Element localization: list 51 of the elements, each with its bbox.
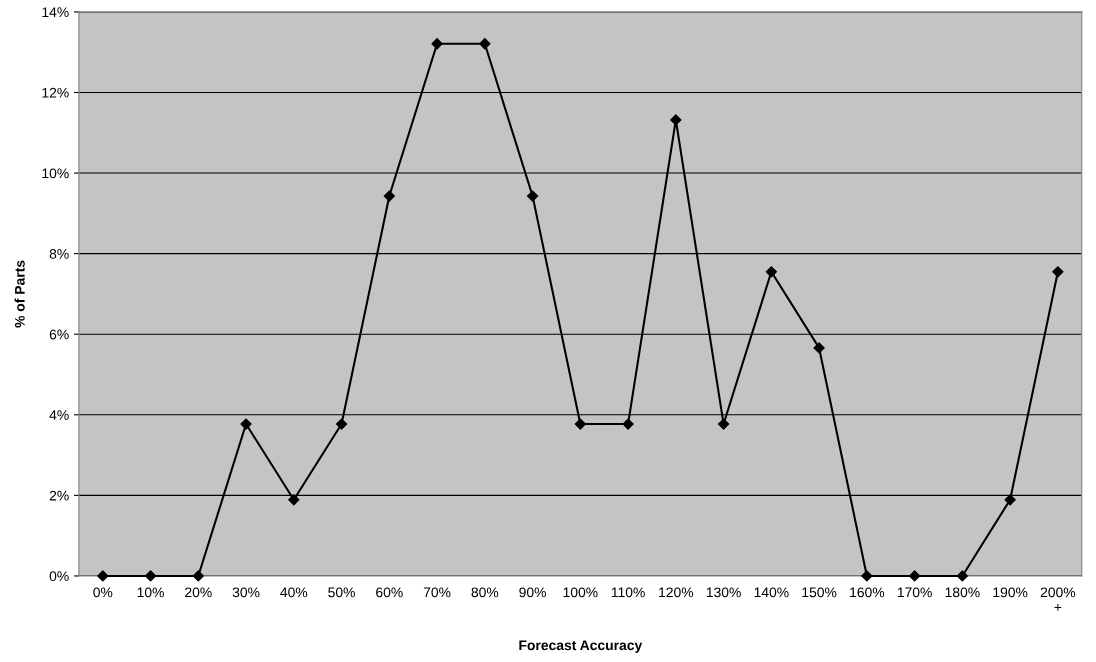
x-tick-label: 80% xyxy=(471,587,499,598)
point xyxy=(765,266,777,278)
x-tick-label: 130% xyxy=(706,587,741,598)
x-tick-label: 110% xyxy=(611,587,645,598)
y-tick-label: 4% xyxy=(49,410,69,420)
point xyxy=(813,342,825,354)
y-axis-title: % of Parts xyxy=(14,260,25,328)
x-tick-label: 20% xyxy=(185,587,212,598)
point xyxy=(717,418,730,430)
point xyxy=(1052,266,1064,278)
point xyxy=(956,570,968,582)
point xyxy=(861,570,873,582)
x-tick-label: 140% xyxy=(754,587,789,598)
point xyxy=(909,570,921,582)
x-tick-label: 120% xyxy=(659,587,694,598)
point xyxy=(335,418,348,430)
y-tick-label: 0% xyxy=(49,571,69,582)
y-tick-label: 6% xyxy=(49,329,69,340)
point xyxy=(526,190,539,202)
x-tick-label: 170% xyxy=(897,587,932,598)
point xyxy=(670,114,682,126)
point xyxy=(574,418,586,430)
y-tick-label: 2% xyxy=(49,490,69,501)
point xyxy=(383,190,395,202)
point xyxy=(431,38,443,50)
x-tick-label: 10% xyxy=(137,587,164,598)
point xyxy=(1004,494,1016,506)
x-axis-title: Forecast Accuracy xyxy=(519,640,643,653)
x-tick-label: 30% xyxy=(232,587,260,598)
x-tick-label: 0% xyxy=(93,587,113,598)
point xyxy=(622,418,634,430)
y-tick-label: 14% xyxy=(42,7,69,18)
x-tick-label: 40% xyxy=(280,587,308,598)
point xyxy=(192,570,204,582)
point xyxy=(288,494,300,506)
x-tick-label: 190% xyxy=(993,587,1028,598)
x-tick-label: 180% xyxy=(945,587,980,598)
y-tick-label: 8% xyxy=(49,248,69,259)
point xyxy=(97,570,109,582)
x-tick-label: 60% xyxy=(376,587,403,598)
point xyxy=(479,38,491,50)
y-tick-label: 10% xyxy=(42,168,69,179)
x-tick-label: 100% xyxy=(563,587,598,598)
x-tick-label: 200% + xyxy=(1040,587,1076,611)
x-tick-label: 150% xyxy=(802,587,837,598)
x-tick-label: 90% xyxy=(519,587,546,598)
x-tick-label: 50% xyxy=(328,587,355,598)
x-tick-label: 70% xyxy=(423,587,451,598)
x-tick-label: 160% xyxy=(850,587,885,598)
point xyxy=(144,570,157,582)
y-tick-label: 12% xyxy=(42,87,69,98)
